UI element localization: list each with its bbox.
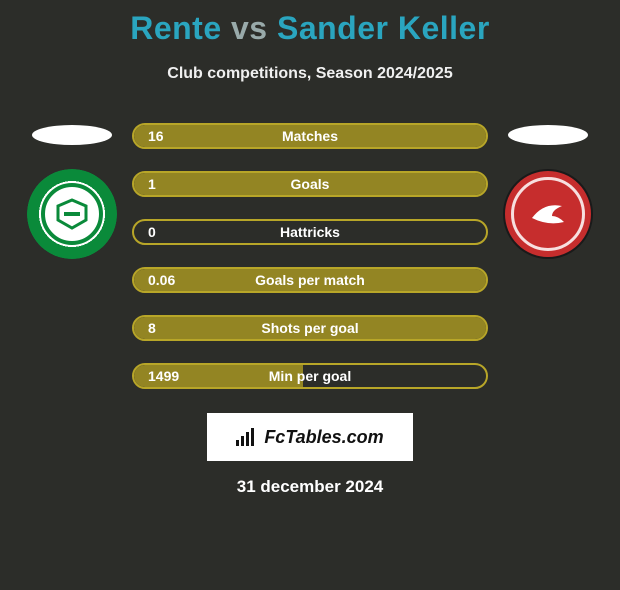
page-title: Rente vs Sander Keller bbox=[0, 10, 620, 47]
player1-name: Rente bbox=[130, 10, 221, 46]
stat-label: Shots per goal bbox=[261, 320, 358, 336]
stat-row-matches: 16 Matches bbox=[132, 123, 488, 149]
bar-chart-icon bbox=[236, 428, 258, 446]
stat-value: 1 bbox=[134, 176, 156, 192]
vs-separator: vs bbox=[231, 10, 268, 46]
stat-value: 8 bbox=[134, 320, 156, 336]
season-subtitle: Club competitions, Season 2024/2025 bbox=[0, 65, 620, 83]
brand-text: FcTables.com bbox=[264, 427, 383, 448]
stat-value: 1499 bbox=[134, 368, 179, 384]
player2-oval-placeholder bbox=[508, 125, 588, 145]
stat-bars: 16 Matches 1 Goals 0 Hattricks 0.06 Goal… bbox=[132, 123, 488, 389]
right-column bbox=[488, 123, 608, 259]
left-column bbox=[12, 123, 132, 259]
player2-name: Sander Keller bbox=[277, 10, 490, 46]
date-line: 31 december 2024 bbox=[0, 477, 620, 497]
stat-label: Min per goal bbox=[269, 368, 351, 384]
stat-label: Goals per match bbox=[255, 272, 365, 288]
stat-row-shots-per-goal: 8 Shots per goal bbox=[132, 315, 488, 341]
stat-row-goals-per-match: 0.06 Goals per match bbox=[132, 267, 488, 293]
stat-value: 0.06 bbox=[134, 272, 175, 288]
club-badge-right bbox=[503, 169, 593, 259]
club-badge-left bbox=[27, 169, 117, 259]
stat-row-min-per-goal: 1499 Min per goal bbox=[132, 363, 488, 389]
stat-row-hattricks: 0 Hattricks bbox=[132, 219, 488, 245]
stat-label: Hattricks bbox=[280, 224, 340, 240]
stat-label: Goals bbox=[291, 176, 330, 192]
groningen-crest-icon bbox=[41, 183, 103, 245]
stat-label: Matches bbox=[282, 128, 338, 144]
player1-oval-placeholder bbox=[32, 125, 112, 145]
stat-value: 16 bbox=[134, 128, 164, 144]
comparison-content: 16 Matches 1 Goals 0 Hattricks 0.06 Goal… bbox=[0, 123, 620, 389]
stat-value: 0 bbox=[134, 224, 156, 240]
almere-ring-icon bbox=[511, 177, 585, 251]
brand-logo: FcTables.com bbox=[207, 413, 413, 461]
stat-row-goals: 1 Goals bbox=[132, 171, 488, 197]
